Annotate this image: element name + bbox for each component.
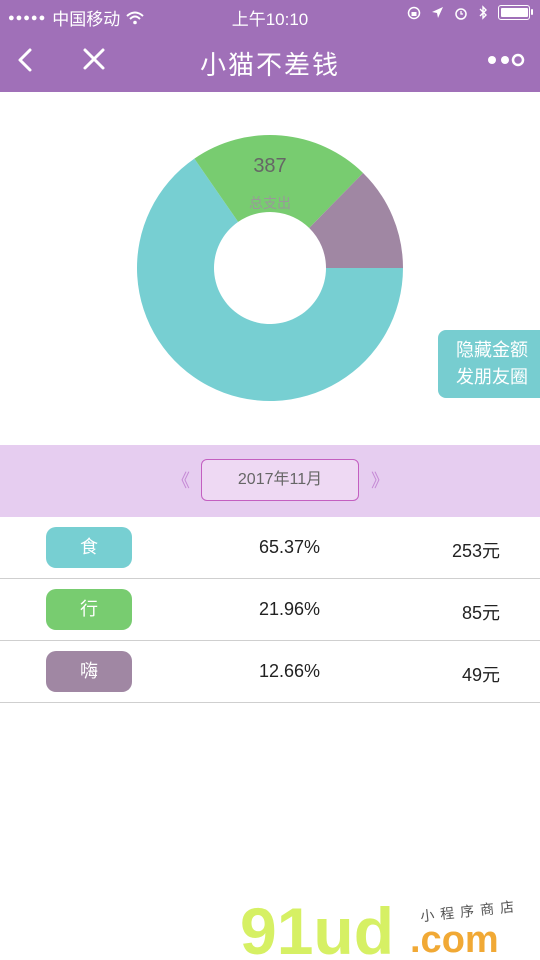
- close-icon[interactable]: [75, 40, 115, 80]
- watermark-brand: 91ud: [240, 894, 394, 960]
- bluetooth-icon: [479, 5, 487, 20]
- share-button-line2: 发朋友圈: [456, 367, 528, 387]
- total-amount: 387: [253, 155, 287, 177]
- battery-icon: [498, 5, 533, 20]
- status-left: ●●●●● 中国移动: [8, 5, 144, 30]
- watermark-logo: 91ud .com 小程序商店: [240, 894, 521, 960]
- category-amount: 85元: [461, 603, 500, 623]
- category-percent: 21.96%: [258, 599, 320, 619]
- category-amount: 49元: [461, 665, 500, 685]
- total-label: 总支出: [249, 195, 291, 211]
- status-bar: ●●●●● 中国移动 上午10:10: [0, 0, 540, 30]
- signal-icon: ●●●●●: [8, 11, 47, 24]
- watermark-domain: .com: [410, 919, 499, 960]
- list-item[interactable]: 食 65.37% 253元: [0, 517, 540, 579]
- status-time: 上午10:10: [231, 10, 309, 29]
- orientation-lock-icon: [407, 6, 421, 19]
- donut-slice-3: [309, 173, 403, 268]
- prev-month-button[interactable]: 《: [172, 471, 190, 491]
- list-item[interactable]: 嗨 12.66% 49元: [0, 641, 540, 703]
- category-percent: 65.37%: [258, 537, 320, 557]
- category-amount: 253元: [451, 541, 500, 561]
- category-tag: 行: [46, 589, 132, 630]
- category-percent: 12.66%: [258, 661, 320, 681]
- share-button-line1: 隐藏金额: [456, 340, 528, 360]
- list-item[interactable]: 行 21.96% 85元: [0, 579, 540, 641]
- month-selector: 《 2017年11月 》: [0, 445, 540, 517]
- location-icon: [432, 7, 443, 18]
- wifi-icon: [126, 11, 144, 24]
- expense-donut-chart: [137, 135, 404, 402]
- category-list: 食 65.37% 253元 行 21.96% 85元 嗨 12.66% 49元: [0, 517, 540, 703]
- nav-bar: 小猫不差钱: [0, 30, 540, 92]
- carrier-label: 中国移动: [52, 10, 121, 29]
- status-right: [407, 5, 533, 20]
- next-month-button[interactable]: 》: [371, 471, 389, 491]
- hide-amount-share-button[interactable]: 隐藏金额 发朋友圈: [438, 330, 540, 398]
- more-icon[interactable]: [486, 48, 526, 72]
- page-title: 小猫不差钱: [199, 50, 340, 80]
- donut-slice-1: [137, 158, 404, 402]
- back-icon[interactable]: [8, 40, 48, 80]
- category-tag: 食: [46, 527, 132, 568]
- donut-slice-2: [194, 135, 364, 229]
- alarm-icon: [455, 7, 467, 20]
- category-tag: 嗨: [46, 651, 132, 692]
- current-month[interactable]: 2017年11月: [201, 459, 359, 501]
